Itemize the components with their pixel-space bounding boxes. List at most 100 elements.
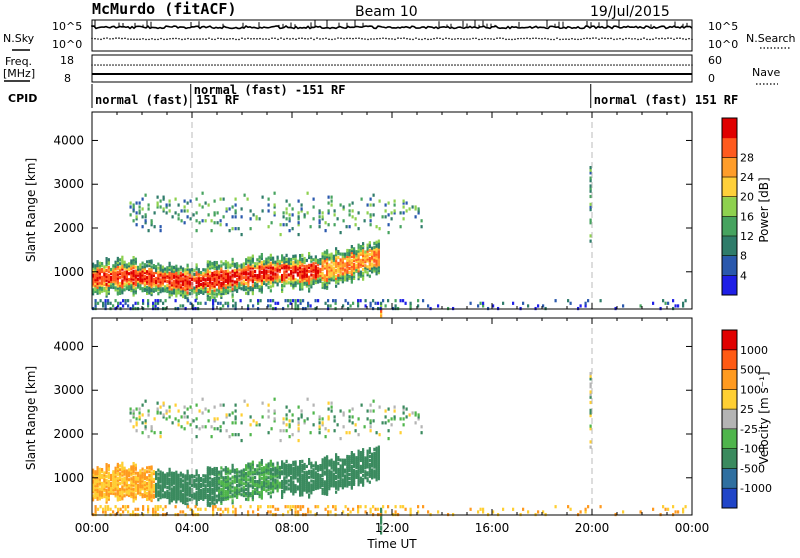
velocity-echo-cell [512, 508, 514, 511]
power-echo-cell [334, 209, 336, 212]
power-echo-cell [403, 211, 405, 214]
velocity-echo-cell [295, 460, 297, 463]
nsearch-point [139, 38, 141, 40]
nave-point [505, 64, 507, 66]
power-echo-cell [181, 219, 183, 222]
power-echo-cell [196, 198, 198, 201]
power-echo-cell [220, 264, 222, 267]
nsearch-point [262, 38, 264, 40]
nave-point [580, 64, 582, 66]
nsearch-point [367, 39, 369, 41]
nsearch-point [283, 38, 285, 40]
velocity-echo-cell [199, 409, 201, 412]
velocity-echo-cell [235, 508, 237, 511]
nave-point [646, 64, 648, 66]
velocity-echo-cell [148, 413, 150, 416]
nave-point [208, 64, 210, 66]
velocity-echo-cell [97, 466, 99, 469]
velocity-echo-cell [324, 470, 326, 473]
power-echo-cell [196, 277, 198, 280]
power-echo-cell [175, 265, 177, 268]
velocity-echo-cell [387, 505, 389, 508]
velocity-echo-cell [148, 409, 150, 412]
velocity-echo-cell [261, 459, 263, 462]
velocity-echo-cell [205, 474, 207, 477]
velocity-echo-cell [139, 469, 141, 472]
nave-point [181, 64, 183, 66]
power-echo-cell [253, 213, 255, 216]
nsearch-point [169, 38, 171, 40]
power-echo-cell [181, 209, 183, 212]
nsearch-point [589, 38, 591, 40]
velocity-echo-cell [214, 427, 216, 430]
power-echo-cell [262, 196, 264, 199]
nsearch-point [196, 38, 198, 40]
velocity-echo-cell [162, 472, 164, 475]
velocity-echo-cell [270, 468, 272, 471]
velocity-echo-cell [133, 409, 135, 412]
power-echo-cell [208, 203, 210, 206]
velocity-echo-cell [196, 491, 198, 494]
power-echo-cell [247, 276, 249, 279]
nsearch-point [475, 37, 477, 39]
power-echo-cell [667, 302, 669, 305]
nsearch-point [439, 38, 441, 40]
velocity-echo-cell [326, 455, 328, 458]
power-echo-cell [106, 269, 108, 272]
nave-point [523, 64, 525, 66]
velocity-echo-cell [402, 505, 404, 508]
power-echo-cell [364, 250, 366, 253]
nsearch-point [307, 38, 309, 40]
velocity-echo-cell [288, 464, 290, 467]
power-echo-cell [238, 272, 240, 275]
velocity-echo-cell [200, 483, 202, 486]
velocity-echo-cell [146, 492, 148, 495]
power-echo-cell [287, 299, 289, 302]
velocity-echo-cell [148, 435, 150, 438]
velocity-echo-cell [218, 476, 220, 479]
power-echo-cell [315, 255, 317, 258]
velocity-echo-cell [259, 471, 261, 474]
power-echo-cell [259, 217, 261, 220]
power-echo-cell [169, 262, 171, 265]
power-echo-cell [290, 299, 292, 302]
nsearch-point [331, 39, 333, 41]
nsearch-point [343, 38, 345, 40]
nsearch-point [229, 38, 231, 40]
velocity-echo-cell [570, 508, 572, 511]
nave-point [475, 64, 477, 66]
velocity-echo-cell [268, 404, 270, 407]
velocity-echo-cell [160, 484, 162, 487]
nsearch-point [334, 38, 336, 40]
power-echo-cell [232, 270, 234, 273]
power-echo-cell [256, 258, 258, 261]
power-echo-cell [322, 252, 324, 255]
power-echo-cell [195, 299, 197, 302]
velocity-echo-cell [148, 466, 150, 469]
velocity-echo-cell [187, 415, 189, 418]
nsearch-point [226, 38, 228, 40]
power-echo-cell [106, 283, 108, 286]
power-echo-cell [370, 302, 372, 305]
velocity-echo-cell [286, 460, 288, 463]
power-echo-cell [198, 268, 200, 271]
velocity-echo-cell [130, 407, 132, 410]
nsky-ytick-top: 10^5 [52, 20, 82, 33]
nsearch-point [148, 39, 150, 41]
nsearch-point [109, 38, 111, 40]
velocity-echo-cell [208, 409, 210, 412]
power-echo-cell [205, 268, 207, 271]
velocity-echo-cell [144, 481, 146, 484]
velocity-echo-cell [362, 478, 364, 481]
velocity-echo-cell [344, 468, 346, 471]
nsearch-point [664, 38, 666, 40]
power-echo-cell [217, 302, 219, 305]
velocity-echo-cell [304, 463, 306, 466]
nave-point [397, 64, 399, 66]
velocity-echo-cell [355, 429, 357, 432]
nsearch-point [571, 38, 573, 40]
velocity-echo-cell [369, 447, 371, 450]
power-echo-cell [295, 278, 297, 281]
power-echo-cell [297, 260, 299, 263]
